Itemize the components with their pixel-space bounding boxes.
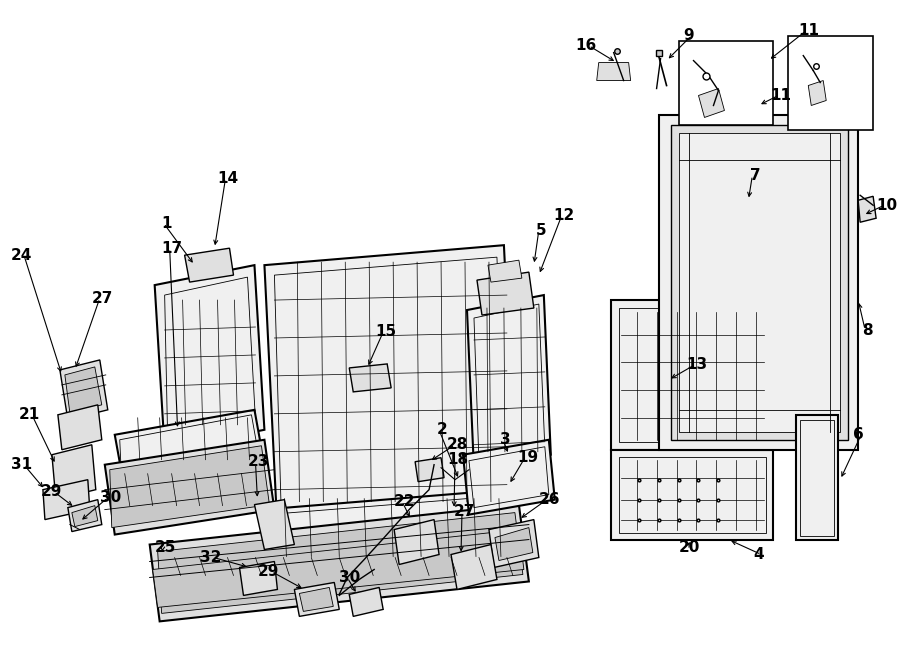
Polygon shape bbox=[43, 480, 90, 520]
Polygon shape bbox=[611, 300, 773, 449]
Polygon shape bbox=[796, 415, 838, 540]
Polygon shape bbox=[239, 561, 277, 595]
Text: 7: 7 bbox=[750, 168, 760, 183]
Polygon shape bbox=[495, 528, 533, 561]
Polygon shape bbox=[800, 420, 834, 536]
Polygon shape bbox=[477, 272, 534, 315]
Polygon shape bbox=[808, 81, 826, 105]
Text: 8: 8 bbox=[862, 322, 873, 338]
Text: 30: 30 bbox=[339, 570, 361, 585]
Polygon shape bbox=[415, 457, 444, 482]
Polygon shape bbox=[597, 63, 631, 81]
Text: 26: 26 bbox=[539, 492, 561, 507]
Polygon shape bbox=[165, 277, 256, 438]
Polygon shape bbox=[618, 308, 766, 442]
Polygon shape bbox=[349, 587, 383, 616]
Text: 1: 1 bbox=[161, 216, 172, 231]
Text: 6: 6 bbox=[853, 427, 864, 442]
Polygon shape bbox=[184, 248, 233, 282]
Text: 4: 4 bbox=[753, 547, 764, 562]
Polygon shape bbox=[110, 446, 269, 528]
Polygon shape bbox=[104, 440, 274, 534]
Polygon shape bbox=[859, 197, 876, 222]
Polygon shape bbox=[72, 506, 98, 526]
Polygon shape bbox=[488, 260, 522, 282]
Text: 11: 11 bbox=[798, 23, 819, 38]
Text: 27: 27 bbox=[454, 504, 475, 519]
Polygon shape bbox=[467, 295, 551, 470]
Polygon shape bbox=[155, 265, 265, 449]
Text: 22: 22 bbox=[394, 494, 416, 509]
Polygon shape bbox=[300, 587, 333, 612]
Text: 2: 2 bbox=[436, 422, 447, 438]
Polygon shape bbox=[611, 449, 773, 540]
Text: 17: 17 bbox=[162, 241, 183, 256]
Text: 25: 25 bbox=[155, 540, 176, 555]
FancyBboxPatch shape bbox=[679, 40, 773, 125]
Text: 16: 16 bbox=[575, 38, 597, 53]
Polygon shape bbox=[65, 367, 102, 413]
Polygon shape bbox=[263, 490, 519, 579]
Polygon shape bbox=[349, 364, 392, 392]
Text: 24: 24 bbox=[11, 248, 32, 263]
Text: 9: 9 bbox=[683, 28, 694, 43]
Text: 13: 13 bbox=[687, 357, 707, 373]
Text: 27: 27 bbox=[92, 291, 113, 306]
Text: 11: 11 bbox=[770, 88, 791, 103]
FancyBboxPatch shape bbox=[788, 36, 873, 130]
Polygon shape bbox=[149, 504, 529, 622]
Polygon shape bbox=[679, 134, 841, 432]
Polygon shape bbox=[60, 360, 108, 420]
Text: 5: 5 bbox=[536, 222, 547, 238]
Polygon shape bbox=[659, 115, 859, 449]
Polygon shape bbox=[115, 410, 265, 490]
Polygon shape bbox=[153, 530, 524, 608]
Polygon shape bbox=[670, 125, 848, 440]
Polygon shape bbox=[394, 520, 439, 565]
Text: 14: 14 bbox=[218, 171, 238, 186]
Polygon shape bbox=[255, 500, 294, 549]
Text: 20: 20 bbox=[679, 540, 700, 555]
Text: 29: 29 bbox=[258, 564, 279, 579]
Polygon shape bbox=[158, 512, 523, 614]
Polygon shape bbox=[265, 245, 517, 530]
Text: 31: 31 bbox=[11, 457, 32, 472]
Text: 19: 19 bbox=[517, 450, 538, 465]
Text: 10: 10 bbox=[876, 198, 897, 213]
Text: 18: 18 bbox=[447, 452, 468, 467]
Text: 21: 21 bbox=[19, 407, 40, 422]
Polygon shape bbox=[469, 447, 549, 508]
Text: 15: 15 bbox=[375, 324, 396, 340]
Polygon shape bbox=[618, 457, 766, 532]
Polygon shape bbox=[294, 583, 339, 616]
Text: 28: 28 bbox=[447, 438, 468, 452]
Polygon shape bbox=[474, 304, 544, 461]
Polygon shape bbox=[267, 496, 514, 573]
Polygon shape bbox=[489, 520, 539, 567]
Polygon shape bbox=[68, 500, 102, 532]
Polygon shape bbox=[274, 257, 507, 518]
Text: 3: 3 bbox=[500, 432, 511, 448]
Text: 12: 12 bbox=[554, 208, 575, 222]
Text: 23: 23 bbox=[248, 454, 269, 469]
Polygon shape bbox=[120, 415, 259, 484]
Polygon shape bbox=[451, 545, 497, 589]
Polygon shape bbox=[58, 405, 102, 449]
Polygon shape bbox=[463, 440, 554, 514]
Polygon shape bbox=[698, 89, 724, 117]
Text: 29: 29 bbox=[40, 484, 62, 499]
Text: 30: 30 bbox=[100, 490, 121, 505]
Text: 32: 32 bbox=[200, 550, 221, 565]
Polygon shape bbox=[52, 445, 95, 500]
